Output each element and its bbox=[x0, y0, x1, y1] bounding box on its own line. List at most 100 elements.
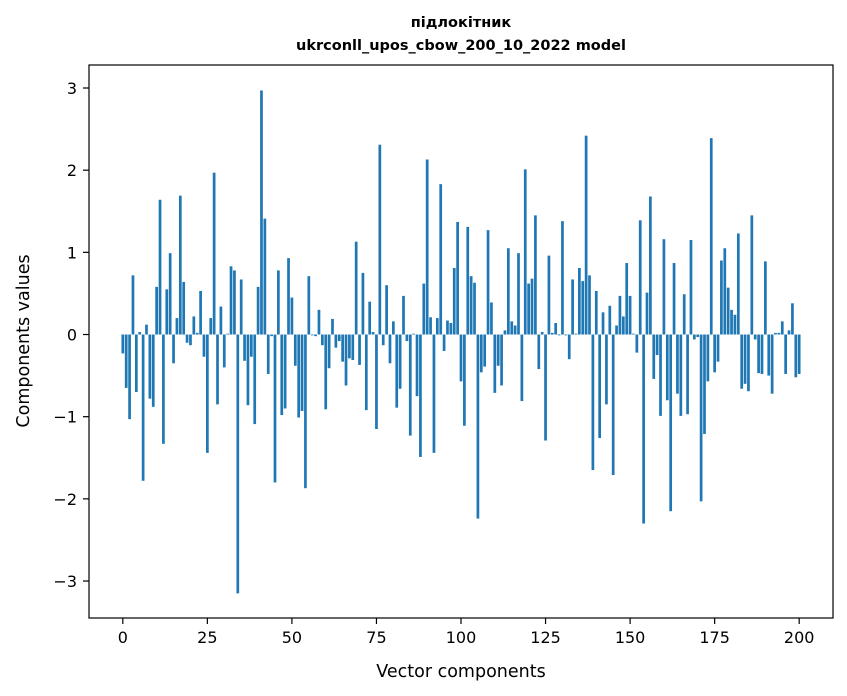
bar-199 bbox=[794, 334, 798, 378]
bar-71 bbox=[361, 272, 365, 335]
bar-48 bbox=[283, 334, 287, 409]
bar-2 bbox=[128, 334, 131, 420]
bar-187 bbox=[753, 334, 757, 340]
bar-92 bbox=[432, 334, 436, 453]
bar-31 bbox=[226, 333, 230, 335]
bar-104 bbox=[473, 282, 476, 335]
bar-103 bbox=[469, 276, 473, 335]
bar-131 bbox=[564, 334, 568, 336]
bar-198 bbox=[791, 303, 794, 335]
bar-88 bbox=[419, 334, 422, 457]
bar-145 bbox=[611, 334, 615, 476]
x-tick-label: 175 bbox=[699, 628, 730, 647]
bar-81 bbox=[395, 334, 399, 408]
bar-125 bbox=[544, 334, 547, 441]
bar-32 bbox=[229, 266, 233, 335]
bar-1 bbox=[124, 334, 128, 388]
bar-73 bbox=[368, 301, 372, 335]
y-tick-label: 3 bbox=[67, 79, 77, 98]
bar-98 bbox=[452, 267, 456, 335]
bar-158 bbox=[655, 334, 659, 356]
bar-127 bbox=[550, 332, 554, 335]
bar-167 bbox=[686, 334, 689, 415]
y-tick-label: −2 bbox=[53, 490, 77, 509]
bar-series bbox=[121, 90, 801, 594]
y-tick-label: 1 bbox=[67, 243, 77, 262]
bar-78 bbox=[385, 285, 388, 335]
bar-200 bbox=[797, 334, 801, 374]
bar-115 bbox=[510, 321, 514, 335]
bar-43 bbox=[266, 334, 270, 374]
bar-96 bbox=[446, 320, 449, 335]
bar-101 bbox=[463, 334, 466, 426]
bar-172 bbox=[703, 334, 706, 434]
bar-169 bbox=[692, 334, 696, 340]
bar-85 bbox=[408, 334, 412, 436]
bar-53 bbox=[300, 334, 304, 411]
bar-168 bbox=[689, 240, 693, 335]
bar-153 bbox=[638, 220, 642, 335]
bar-156 bbox=[649, 196, 652, 335]
bar-45 bbox=[273, 334, 277, 483]
x-tick-label: 75 bbox=[366, 628, 386, 647]
bar-17 bbox=[178, 195, 182, 335]
bar-20 bbox=[189, 334, 192, 346]
x-tick-label: 0 bbox=[118, 628, 128, 647]
bar-27 bbox=[212, 172, 216, 335]
bar-24 bbox=[202, 334, 206, 357]
bar-154 bbox=[642, 334, 645, 524]
bar-163 bbox=[672, 263, 676, 335]
bar-147 bbox=[618, 295, 622, 335]
bar-160 bbox=[662, 239, 666, 335]
bar-76 bbox=[378, 144, 382, 335]
bar-58 bbox=[317, 309, 321, 335]
bar-107 bbox=[483, 334, 487, 367]
bar-100 bbox=[459, 334, 463, 382]
bar-86 bbox=[412, 333, 416, 335]
bar-138 bbox=[588, 275, 591, 335]
bar-51 bbox=[293, 334, 297, 366]
chart-title: підлокітник bbox=[411, 15, 512, 31]
bar-52 bbox=[297, 334, 301, 418]
bar-194 bbox=[777, 332, 781, 335]
bar-80 bbox=[392, 321, 395, 335]
bar-113 bbox=[503, 330, 507, 335]
x-tick-label: 100 bbox=[446, 628, 477, 647]
bar-0 bbox=[121, 334, 125, 354]
bar-176 bbox=[716, 334, 720, 362]
bar-25 bbox=[206, 334, 209, 453]
bar-151 bbox=[632, 333, 635, 335]
bar-83 bbox=[402, 295, 405, 335]
bar-155 bbox=[645, 292, 649, 335]
bar-67 bbox=[348, 334, 351, 359]
bar-50 bbox=[290, 297, 294, 335]
bar-132 bbox=[567, 334, 571, 360]
bar-5 bbox=[138, 332, 142, 335]
bar-157 bbox=[652, 334, 656, 379]
bar-110 bbox=[493, 334, 497, 393]
bar-87 bbox=[415, 334, 419, 397]
bar-159 bbox=[659, 334, 662, 416]
bar-66 bbox=[344, 334, 348, 386]
bar-54 bbox=[304, 334, 307, 489]
bar-56 bbox=[310, 334, 314, 336]
bar-47 bbox=[280, 334, 284, 416]
bar-84 bbox=[405, 334, 409, 342]
bar-23 bbox=[199, 290, 202, 335]
bar-12 bbox=[162, 334, 165, 444]
bar-120 bbox=[527, 283, 530, 335]
bar-141 bbox=[598, 334, 602, 439]
bar-136 bbox=[581, 281, 585, 335]
y-axis-ticks: −3 −2 −1 0 1 2 3 bbox=[53, 79, 89, 591]
bar-70 bbox=[358, 334, 361, 365]
bar-196 bbox=[784, 334, 788, 374]
bar-16 bbox=[175, 318, 179, 335]
bar-72 bbox=[364, 334, 368, 411]
bar-122 bbox=[534, 215, 537, 335]
bar-123 bbox=[537, 334, 541, 370]
bar-135 bbox=[578, 267, 581, 335]
bar-114 bbox=[506, 248, 510, 335]
bar-192 bbox=[770, 334, 774, 394]
bar-174 bbox=[709, 138, 713, 335]
bar-116 bbox=[513, 325, 517, 335]
